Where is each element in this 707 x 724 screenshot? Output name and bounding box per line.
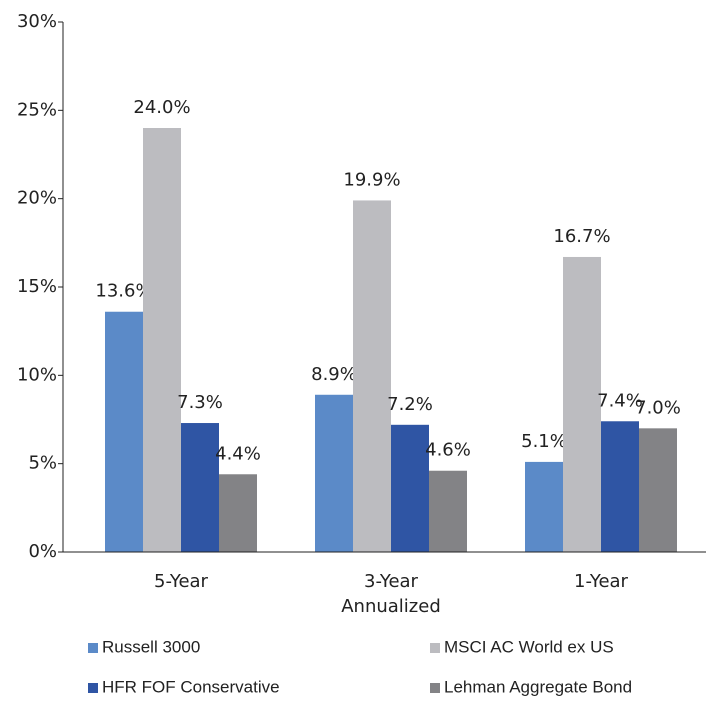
y-tick-label: 0%	[28, 541, 57, 562]
legend-swatch	[430, 643, 440, 653]
value-label: 13.6%	[95, 281, 152, 302]
y-tick-label: 25%	[17, 99, 57, 120]
bar	[429, 470, 467, 552]
y-tick-label: 10%	[17, 364, 57, 385]
bar	[315, 394, 353, 552]
value-label: 5.1%	[521, 431, 567, 452]
value-label: 7.0%	[635, 397, 681, 418]
x-tick-label: 5-Year	[154, 571, 209, 592]
bar	[601, 421, 639, 552]
legend-label: MSCI AC World ex US	[444, 637, 614, 656]
legend-label: Lehman Aggregate Bond	[444, 677, 632, 696]
bar	[105, 311, 143, 552]
legend-label: HFR FOF Conservative	[102, 677, 280, 696]
bar	[181, 423, 219, 552]
bar	[143, 128, 181, 552]
legend-swatch	[430, 683, 440, 693]
legend-swatch	[88, 643, 98, 653]
y-tick-label: 15%	[17, 276, 57, 297]
x-axis-label: Annualized	[341, 596, 441, 617]
value-label: 4.6%	[425, 440, 471, 461]
legend-label: Russell 3000	[102, 637, 200, 656]
value-label: 7.2%	[387, 394, 433, 415]
value-label: 19.9%	[343, 169, 400, 190]
y-tick-label: 30%	[17, 11, 57, 32]
y-tick-label: 20%	[17, 188, 57, 209]
x-tick-label: 3-Year	[364, 571, 419, 592]
bar	[525, 461, 563, 552]
value-label: 7.3%	[177, 392, 223, 413]
x-tick-label: 1-Year	[574, 571, 629, 592]
value-label: 8.9%	[311, 364, 357, 385]
bar	[563, 256, 601, 552]
value-label: 7.4%	[597, 390, 643, 411]
value-label: 24.0%	[133, 97, 190, 118]
bar	[353, 200, 391, 552]
bar	[639, 428, 677, 552]
legend-swatch	[88, 683, 98, 693]
bar	[391, 424, 429, 552]
bar	[219, 474, 257, 552]
y-tick-label: 5%	[28, 453, 57, 474]
value-label: 4.4%	[215, 443, 261, 464]
value-label: 16.7%	[553, 226, 610, 247]
